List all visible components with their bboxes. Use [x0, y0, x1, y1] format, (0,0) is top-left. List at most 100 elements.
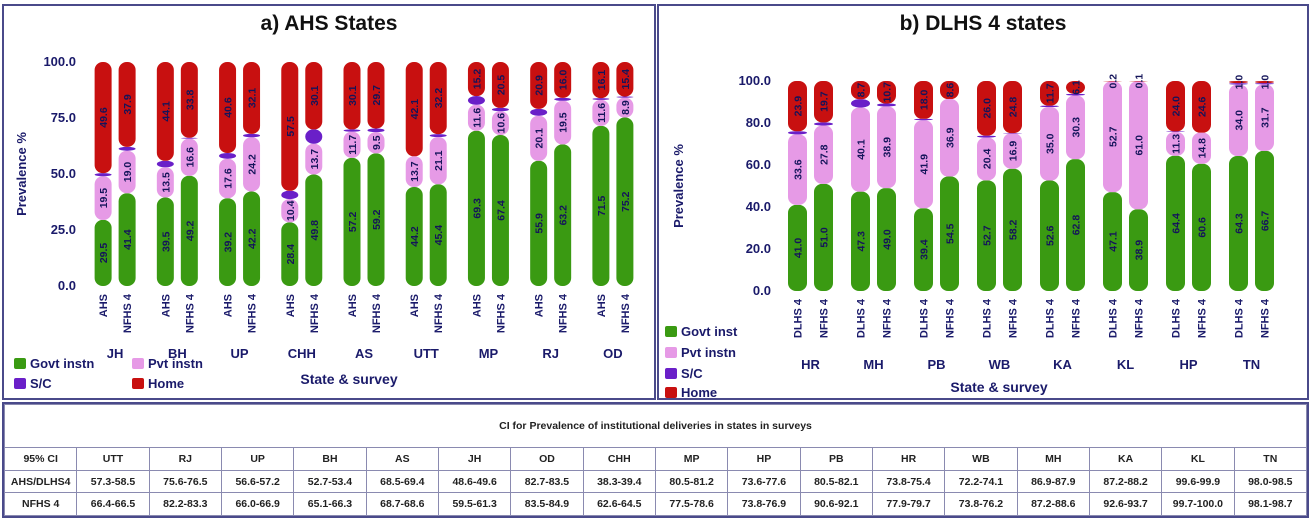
x-tick-survey: AHS: [223, 294, 235, 317]
table-cell: 52.7-53.4: [293, 469, 367, 494]
data-label: 27.8: [819, 144, 831, 165]
table-cell: 80.5-82.1: [799, 469, 873, 494]
govt-segment: [94, 219, 112, 286]
home-segment: [219, 62, 237, 153]
table-cell: 56.6-57.2: [220, 469, 295, 494]
y-tick-label: 50.0: [51, 166, 76, 181]
sc-segment: [616, 96, 634, 98]
data-label: 20.5: [495, 75, 507, 96]
x-tick-survey: DLHS 4: [793, 298, 805, 338]
table-cell: 68.7-68.6: [365, 492, 439, 516]
pvt-segment: [491, 111, 509, 136]
x-tick-state: AS: [355, 346, 373, 361]
govt-segment: [467, 130, 485, 286]
chart-svg-dlhs: 0.0 20.0 40.0 60.0 80.0 100.0 Prevalence % 41.0…: [665, 73, 1274, 400]
x-tick-state: PB: [927, 357, 945, 372]
data-label: 64.3: [1234, 213, 1246, 234]
pvt-segment: [1255, 84, 1274, 151]
data-label: 63.2: [558, 205, 570, 226]
data-label: 59.2: [371, 209, 383, 230]
govt-segment: [914, 208, 933, 291]
govt-segment: [243, 191, 261, 286]
home-segment: [851, 81, 870, 100]
home-segment: [156, 62, 174, 161]
x-tick-survey: NFHS 4: [945, 298, 957, 338]
data-label: 16.9: [1008, 141, 1020, 162]
y-tick-label: 80.0: [746, 115, 771, 130]
data-label: 40.1: [856, 139, 868, 160]
govt-segment: [1192, 163, 1211, 291]
pvt-segment: [367, 132, 385, 154]
data-label: 30.1: [347, 85, 359, 106]
pvt-segment: [243, 137, 261, 192]
sc-segment: [281, 190, 299, 200]
data-label: 37.9: [122, 94, 134, 115]
govt-segment: [851, 191, 870, 291]
pvt-segment: [118, 150, 136, 194]
table-header-cell: 95% CI: [3, 447, 78, 471]
govt-segment: [1255, 150, 1274, 291]
x-tick-survey: DLHS 4: [856, 298, 868, 338]
x-tick-state: MP: [479, 346, 499, 361]
sc-segment: [851, 99, 870, 108]
data-label: 24.8: [1008, 97, 1020, 118]
sc-segment: [94, 173, 112, 177]
legend-swatch: [14, 358, 26, 369]
data-label: 39.4: [919, 239, 931, 260]
table-caption: CI for Prevalence of institutional deliv…: [4, 403, 1307, 449]
home-segment: [616, 62, 634, 97]
data-label: 32.1: [247, 88, 259, 109]
govt-segment: [219, 198, 237, 286]
table-cell: 98.0-98.5: [1233, 469, 1308, 494]
table-cell: 62.6-64.5: [582, 492, 656, 516]
table-header-cell: HP: [727, 447, 801, 471]
home-segment: [1103, 81, 1122, 82]
home-segment: [1040, 81, 1059, 106]
x-tick-survey: NFHS 4: [309, 293, 321, 333]
x-tick-survey: AHS: [98, 294, 110, 317]
chart-title: a) AHS States: [260, 12, 398, 35]
pvt-segment: [94, 176, 112, 220]
data-label: 33.6: [793, 159, 805, 180]
govt-segment: [530, 160, 548, 286]
table-cell: NFHS 4: [3, 492, 78, 516]
data-label: 54.5: [945, 223, 957, 244]
legend-label: S/C: [681, 366, 703, 381]
govt-segment: [1066, 159, 1085, 291]
legend-label: Govt instn: [30, 356, 94, 371]
legend-swatch: [132, 358, 144, 369]
govt-segment: [118, 193, 136, 286]
data-label: 44.1: [160, 101, 172, 122]
data-label: 34.0: [1234, 110, 1246, 131]
data-label: 31.7: [1260, 107, 1272, 128]
home-segment: [405, 62, 423, 157]
data-label: 15.2: [471, 69, 483, 90]
legend-swatch: [665, 387, 677, 398]
data-label: 13.5: [160, 172, 172, 193]
home-segment: [788, 81, 807, 132]
x-tick-state: MH: [863, 357, 883, 372]
table-row: NFHS 4 66.4-66.5 82.2-83.3 66.0-66.9 65.1-66…: [3, 492, 1308, 516]
table-cell: 65.1-66.3: [293, 492, 367, 516]
sc-segment: [592, 98, 610, 100]
pvt-segment: [429, 137, 447, 185]
data-label: 28.4: [285, 244, 297, 265]
data-label: 41.0: [793, 238, 805, 259]
data-label: 20.9: [534, 75, 546, 96]
sc-segment: [118, 146, 136, 151]
home-segment: [491, 62, 509, 108]
table-cell: AHS/DLHS4: [3, 469, 78, 494]
table-header-cell: OD: [510, 447, 584, 471]
data-label: 47.3: [856, 231, 868, 252]
ci-table: CI for Prevalence of institutional deliv…: [3, 403, 1308, 516]
data-label: 9.5: [371, 135, 383, 150]
govt-segment: [616, 117, 634, 286]
sc-segment: [788, 131, 807, 135]
sc-segment: [467, 96, 485, 105]
pvt-segment: [305, 143, 323, 175]
table-header-cell: MH: [1016, 447, 1090, 471]
data-label: 16.1: [596, 70, 608, 91]
data-label: 19.0: [122, 162, 134, 183]
y-tick-label: 40.0: [746, 199, 771, 214]
table-cell: 59.5-61.3: [437, 492, 512, 516]
